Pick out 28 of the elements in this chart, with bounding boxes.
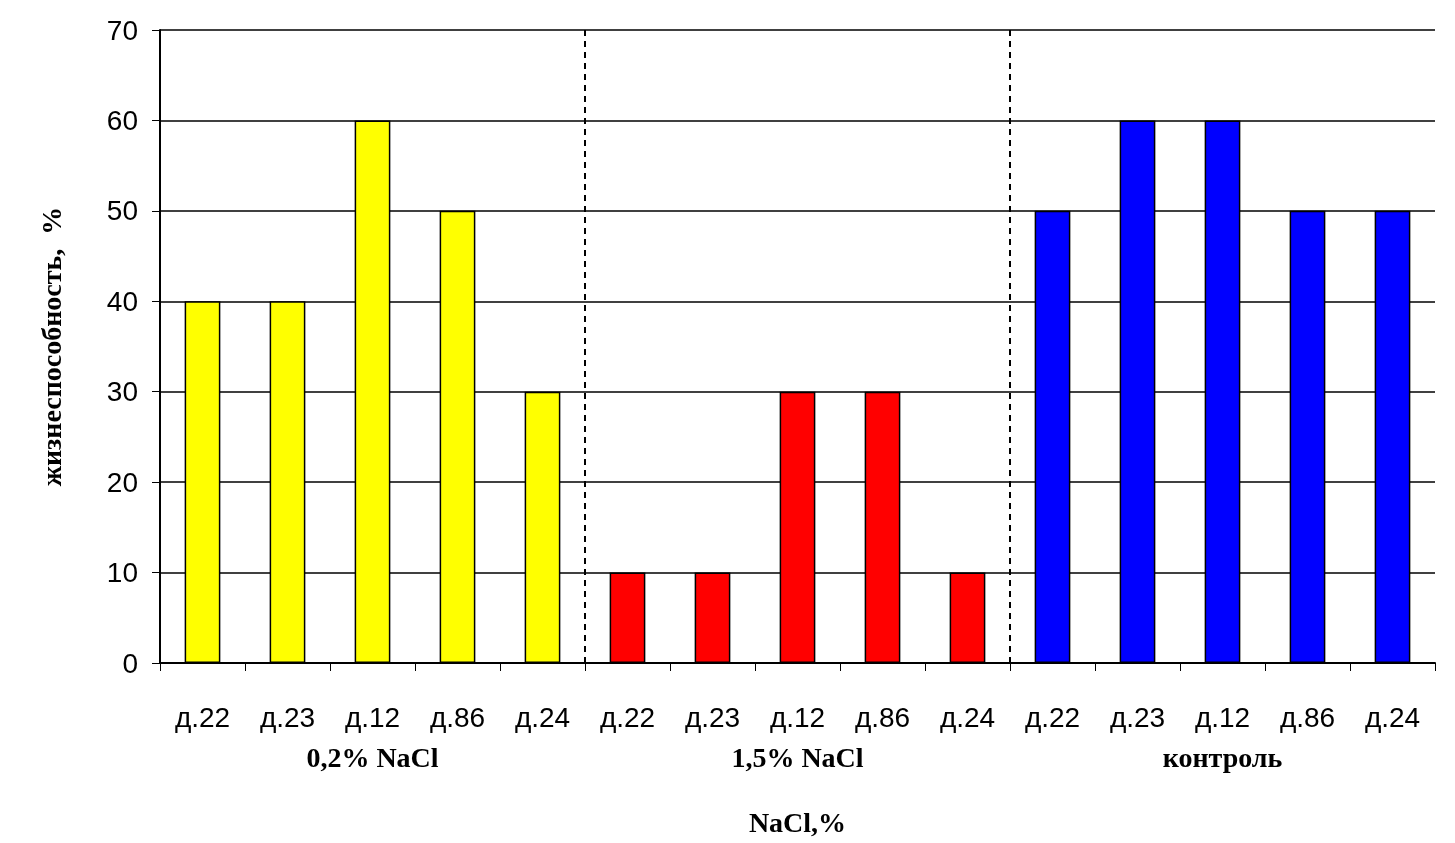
y-tick-label: 60 — [106, 104, 138, 136]
x-tick-label: д.24 — [939, 701, 996, 733]
x-tick-label: д.22 — [174, 701, 231, 733]
y-tick-label: 10 — [106, 557, 138, 589]
x-tick-label: д.86 — [854, 701, 911, 733]
x-tick-label: д.86 — [1279, 701, 1336, 733]
x-axis-title: NaCl,% — [748, 806, 847, 838]
x-tick-label: д.86 — [429, 701, 486, 733]
text: контроль — [1162, 741, 1283, 773]
x-tick-label: д.12 — [769, 701, 826, 733]
x-tick-label: д.24 — [1364, 701, 1421, 733]
y-tick-label: 70 — [106, 14, 138, 46]
x-tick-label: д.12 — [1194, 701, 1251, 733]
y-tick-label: 50 — [106, 195, 138, 227]
y-tick-label: 30 — [106, 376, 138, 408]
x-tick-label: д.23 — [1109, 701, 1166, 733]
y-tick-label: 0 — [122, 647, 138, 679]
text: 1,5% NaCl — [731, 741, 864, 773]
x-tick-label: д.23 — [684, 701, 741, 733]
x-tick-label: д.12 — [344, 701, 401, 733]
x-tick-label: д.22 — [599, 701, 656, 733]
x-tick-label: д.24 — [514, 701, 571, 733]
x-tick-label: д.22 — [1024, 701, 1081, 733]
x-tick-label: д.23 — [259, 701, 316, 733]
text: 0,2% NaCl — [306, 741, 439, 773]
y-tick-label: 40 — [106, 285, 138, 317]
y-tick-label: 20 — [106, 466, 138, 498]
y-axis-title: жизнеспособность, % — [35, 206, 67, 487]
